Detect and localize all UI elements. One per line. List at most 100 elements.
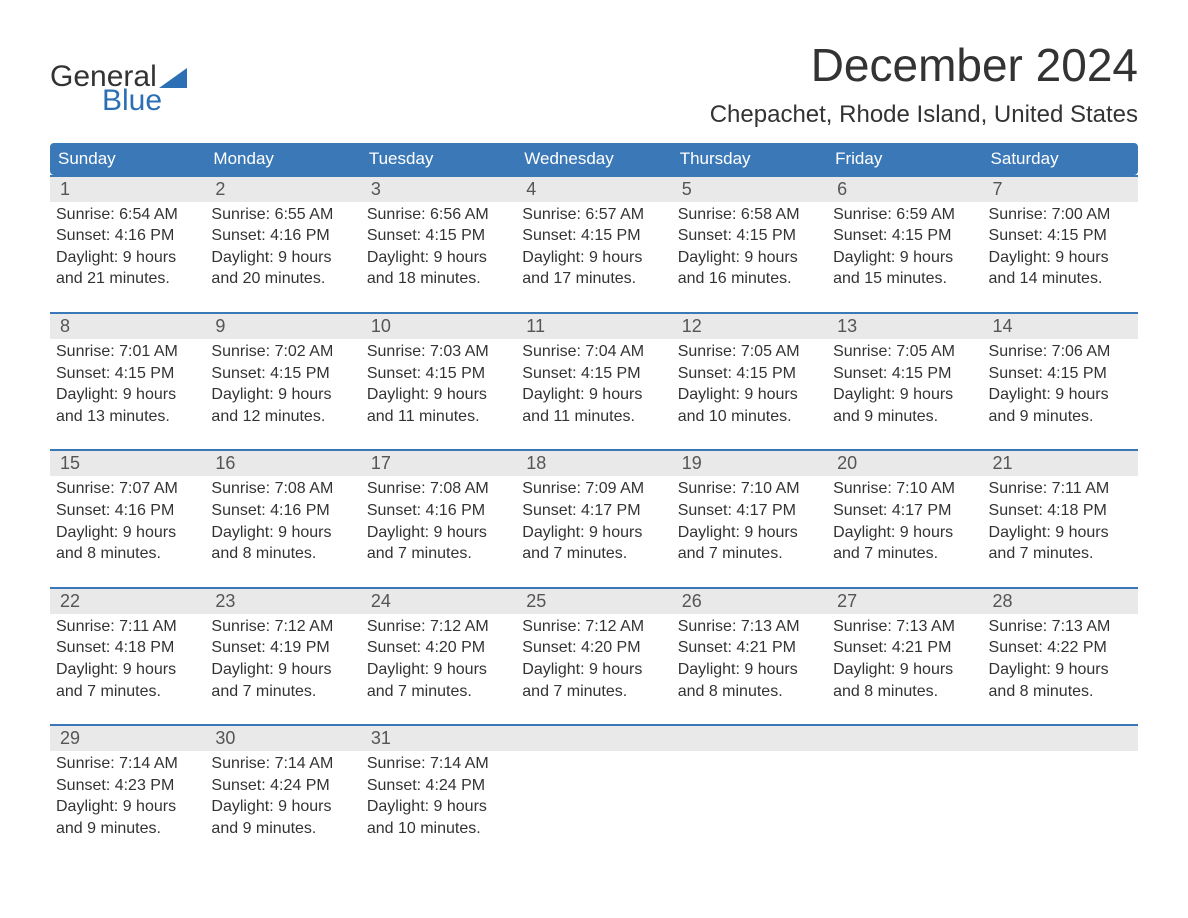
calendar-day-cell: Sunrise: 7:11 AMSunset: 4:18 PMDaylight:… xyxy=(50,614,205,712)
sunset-line: Sunset: 4:15 PM xyxy=(522,225,665,247)
daylight-line-2: and 9 minutes. xyxy=(56,818,199,840)
daylight-line-1: Daylight: 9 hours xyxy=(211,384,354,406)
daylight-line-2: and 7 minutes. xyxy=(989,543,1132,565)
day-details: Sunrise: 7:10 AMSunset: 4:17 PMDaylight:… xyxy=(833,476,976,564)
daylight-line-2: and 7 minutes. xyxy=(367,681,510,703)
sunrise-line: Sunrise: 7:12 AM xyxy=(211,616,354,638)
sunrise-line: Sunrise: 7:02 AM xyxy=(211,341,354,363)
daylight-line-2: and 10 minutes. xyxy=(367,818,510,840)
weekday-header: Monday xyxy=(205,143,360,175)
calendar-day-cell: Sunrise: 7:10 AMSunset: 4:17 PMDaylight:… xyxy=(827,476,982,574)
day-details: Sunrise: 7:13 AMSunset: 4:21 PMDaylight:… xyxy=(833,614,976,702)
daylight-line-2: and 9 minutes. xyxy=(211,818,354,840)
sunrise-line: Sunrise: 7:13 AM xyxy=(678,616,821,638)
day-number: 3 xyxy=(367,177,510,202)
day-details: Sunrise: 7:09 AMSunset: 4:17 PMDaylight:… xyxy=(522,476,665,564)
calendar-day-cell: Sunrise: 7:05 AMSunset: 4:15 PMDaylight:… xyxy=(827,339,982,437)
month-title: December 2024 xyxy=(710,40,1138,91)
week-body-row: Sunrise: 7:14 AMSunset: 4:23 PMDaylight:… xyxy=(50,751,1138,849)
day-number: 26 xyxy=(678,589,821,614)
day-number: 22 xyxy=(56,589,199,614)
daylight-line-1: Daylight: 9 hours xyxy=(522,247,665,269)
calendar-day-cell: Sunrise: 7:06 AMSunset: 4:15 PMDaylight:… xyxy=(983,339,1138,437)
day-details: Sunrise: 7:02 AMSunset: 4:15 PMDaylight:… xyxy=(211,339,354,427)
sunrise-line: Sunrise: 7:13 AM xyxy=(833,616,976,638)
day-number-row: 1234567 xyxy=(50,177,1138,202)
day-details: Sunrise: 7:12 AMSunset: 4:20 PMDaylight:… xyxy=(522,614,665,702)
day-details: Sunrise: 7:03 AMSunset: 4:15 PMDaylight:… xyxy=(367,339,510,427)
calendar-page: General Blue December 2024 Chepachet, Rh… xyxy=(0,0,1188,889)
daylight-line-1: Daylight: 9 hours xyxy=(56,796,199,818)
weekday-header: Friday xyxy=(827,143,982,175)
daylight-line-1: Daylight: 9 hours xyxy=(989,247,1132,269)
sunset-line: Sunset: 4:15 PM xyxy=(367,363,510,385)
sunrise-line: Sunrise: 7:14 AM xyxy=(367,753,510,775)
week-body-row: Sunrise: 7:07 AMSunset: 4:16 PMDaylight:… xyxy=(50,476,1138,574)
sunset-line: Sunset: 4:24 PM xyxy=(367,775,510,797)
daylight-line-1: Daylight: 9 hours xyxy=(678,247,821,269)
daylight-line-1: Daylight: 9 hours xyxy=(367,522,510,544)
sunset-line: Sunset: 4:15 PM xyxy=(678,225,821,247)
sunrise-line: Sunrise: 7:08 AM xyxy=(211,478,354,500)
calendar-day-cell: Sunrise: 7:13 AMSunset: 4:21 PMDaylight:… xyxy=(672,614,827,712)
calendar-day-cell: Sunrise: 7:03 AMSunset: 4:15 PMDaylight:… xyxy=(361,339,516,437)
day-details: Sunrise: 7:10 AMSunset: 4:17 PMDaylight:… xyxy=(678,476,821,564)
day-details: Sunrise: 7:08 AMSunset: 4:16 PMDaylight:… xyxy=(367,476,510,564)
day-number: 18 xyxy=(522,451,665,476)
daylight-line-2: and 7 minutes. xyxy=(367,543,510,565)
day-number: 10 xyxy=(367,314,510,339)
daylight-line-1: Daylight: 9 hours xyxy=(211,522,354,544)
brand-word2: Blue xyxy=(50,86,187,116)
sunrise-line: Sunrise: 7:01 AM xyxy=(56,341,199,363)
calendar-day-cell: Sunrise: 7:04 AMSunset: 4:15 PMDaylight:… xyxy=(516,339,671,437)
calendar-day-cell: Sunrise: 6:56 AMSunset: 4:15 PMDaylight:… xyxy=(361,202,516,300)
sunset-line: Sunset: 4:15 PM xyxy=(522,363,665,385)
daylight-line-2: and 14 minutes. xyxy=(989,268,1132,290)
calendar-week: 1234567Sunrise: 6:54 AMSunset: 4:16 PMDa… xyxy=(50,175,1138,300)
daylight-line-2: and 21 minutes. xyxy=(56,268,199,290)
sunset-line: Sunset: 4:16 PM xyxy=(56,225,199,247)
day-number: 28 xyxy=(989,589,1132,614)
day-details: Sunrise: 6:59 AMSunset: 4:15 PMDaylight:… xyxy=(833,202,976,290)
day-number-row: 891011121314 xyxy=(50,314,1138,339)
sunset-line: Sunset: 4:16 PM xyxy=(211,225,354,247)
day-number: 23 xyxy=(211,589,354,614)
weekday-header: Saturday xyxy=(983,143,1138,175)
sunset-line: Sunset: 4:21 PM xyxy=(678,637,821,659)
sunrise-line: Sunrise: 7:11 AM xyxy=(56,616,199,638)
daylight-line-1: Daylight: 9 hours xyxy=(56,522,199,544)
sunrise-line: Sunrise: 7:05 AM xyxy=(833,341,976,363)
daylight-line-2: and 17 minutes. xyxy=(522,268,665,290)
daylight-line-1: Daylight: 9 hours xyxy=(989,659,1132,681)
sunset-line: Sunset: 4:17 PM xyxy=(522,500,665,522)
sunrise-line: Sunrise: 7:05 AM xyxy=(678,341,821,363)
daylight-line-1: Daylight: 9 hours xyxy=(678,384,821,406)
daylight-line-1: Daylight: 9 hours xyxy=(522,659,665,681)
daylight-line-1: Daylight: 9 hours xyxy=(367,796,510,818)
day-number: 11 xyxy=(522,314,665,339)
daylight-line-2: and 8 minutes. xyxy=(211,543,354,565)
day-number: 5 xyxy=(678,177,821,202)
calendar-day-cell: Sunrise: 7:14 AMSunset: 4:23 PMDaylight:… xyxy=(50,751,205,849)
day-details: Sunrise: 7:12 AMSunset: 4:19 PMDaylight:… xyxy=(211,614,354,702)
sunrise-line: Sunrise: 7:12 AM xyxy=(367,616,510,638)
sunset-line: Sunset: 4:16 PM xyxy=(56,500,199,522)
sunset-line: Sunset: 4:16 PM xyxy=(211,500,354,522)
day-number-row: 22232425262728 xyxy=(50,589,1138,614)
calendar-day-cell xyxy=(983,751,1138,849)
sunset-line: Sunset: 4:18 PM xyxy=(989,500,1132,522)
sunset-line: Sunset: 4:15 PM xyxy=(211,363,354,385)
daylight-line-1: Daylight: 9 hours xyxy=(56,384,199,406)
day-number: 13 xyxy=(833,314,976,339)
day-details: Sunrise: 7:06 AMSunset: 4:15 PMDaylight:… xyxy=(989,339,1132,427)
day-details: Sunrise: 6:55 AMSunset: 4:16 PMDaylight:… xyxy=(211,202,354,290)
day-number-row: 15161718192021 xyxy=(50,451,1138,476)
sunset-line: Sunset: 4:17 PM xyxy=(833,500,976,522)
calendar-day-cell: Sunrise: 7:12 AMSunset: 4:20 PMDaylight:… xyxy=(516,614,671,712)
daylight-line-2: and 8 minutes. xyxy=(678,681,821,703)
weekday-header: Sunday xyxy=(50,143,205,175)
weekday-header: Tuesday xyxy=(361,143,516,175)
daylight-line-1: Daylight: 9 hours xyxy=(522,522,665,544)
daylight-line-2: and 7 minutes. xyxy=(522,681,665,703)
weekday-header: Wednesday xyxy=(516,143,671,175)
